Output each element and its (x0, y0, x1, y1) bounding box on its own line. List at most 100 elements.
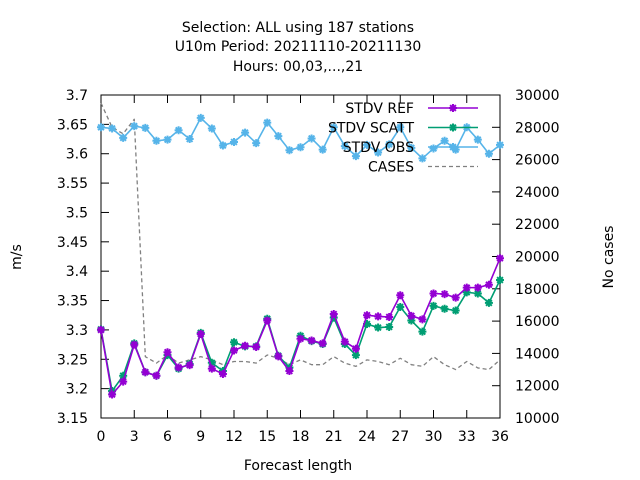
data-point-stdv-ref (174, 363, 183, 372)
data-point-stdv-obs (218, 141, 227, 150)
data-point-stdv-ref (252, 342, 261, 351)
x-tick-label: 21 (325, 429, 343, 445)
data-point-stdv-obs (185, 135, 194, 144)
y-tick-label: 3.5 (66, 205, 88, 221)
data-point-stdv-ref (462, 283, 471, 292)
data-point-stdv-obs (296, 143, 305, 152)
data-point-stdv-obs (130, 122, 139, 131)
x-axis-label: Forecast length (244, 458, 352, 474)
legend-marker-stdv-obs (449, 143, 457, 151)
data-point-stdv-obs (440, 136, 449, 145)
x-tick-label: 6 (163, 429, 172, 445)
x-tick-label: 3 (130, 429, 139, 445)
data-point-stdv-ref (141, 368, 150, 377)
y2-tick-label: 20000 (515, 250, 560, 266)
data-point-stdv-scatt (230, 338, 238, 347)
data-point-stdv-obs (274, 132, 283, 141)
data-point-stdv-ref (285, 367, 294, 376)
y-tick-label: 3.3 (66, 323, 88, 339)
x-tick-label: 27 (391, 429, 409, 445)
y2-tick-label: 18000 (515, 282, 560, 298)
data-point-stdv-obs (396, 123, 405, 132)
data-point-stdv-obs (119, 133, 128, 142)
y-tick-label: 3.25 (57, 352, 88, 368)
data-point-stdv-ref (451, 293, 460, 302)
data-point-stdv-ref (496, 254, 504, 263)
data-point-stdv-ref (130, 340, 139, 349)
y-axis-label: m/s (9, 244, 25, 270)
data-point-stdv-ref (429, 289, 438, 298)
data-point-stdv-obs (418, 154, 427, 163)
x-tick-label: 0 (97, 429, 106, 445)
data-point-stdv-ref (329, 310, 338, 319)
y-tick-label: 3.7 (66, 88, 88, 104)
data-point-stdv-ref (296, 334, 305, 343)
series-stdv-ref (97, 254, 504, 399)
data-point-stdv-obs (363, 140, 371, 149)
data-point-stdv-obs (473, 135, 482, 144)
data-point-stdv-obs (108, 124, 117, 133)
y2-axis-label: No cases (601, 226, 617, 289)
y-tick-label: 3.65 (57, 117, 88, 133)
data-point-stdv-obs (263, 118, 272, 127)
data-point-stdv-ref (241, 341, 250, 350)
data-point-stdv-scatt (462, 288, 471, 297)
data-point-stdv-obs (307, 134, 316, 143)
data-point-stdv-ref (163, 348, 172, 357)
legend: STDV REF STDV SCATT STDV OBS CASES (328, 101, 478, 176)
data-point-stdv-obs (252, 139, 261, 148)
data-point-stdv-scatt (473, 289, 482, 298)
data-point-stdv-ref (363, 311, 371, 320)
data-point-stdv-obs (97, 123, 105, 132)
series-line-stdv-obs (100, 117, 501, 160)
data-point-stdv-scatt (385, 322, 394, 331)
data-point-stdv-obs (196, 113, 205, 122)
data-point-stdv-scatt (396, 303, 405, 312)
title-line-1: Selection: ALL using 187 stations (182, 20, 414, 36)
series-line-stdv-ref (100, 257, 501, 396)
data-point-stdv-obs (163, 135, 172, 144)
data-point-stdv-obs (141, 123, 150, 132)
data-point-stdv-obs (374, 148, 383, 157)
y2-tick-label: 28000 (515, 120, 560, 136)
data-point-stdv-obs (329, 123, 338, 132)
data-point-stdv-ref (97, 325, 105, 334)
data-point-stdv-ref (196, 330, 205, 339)
y-tick-label: 3.6 (66, 147, 88, 163)
chart-title: Selection: ALL using 187 stations U10m P… (175, 20, 422, 75)
data-point-stdv-obs (351, 152, 360, 161)
data-point-stdv-scatt (440, 304, 449, 313)
data-point-stdv-ref (119, 377, 128, 386)
x-tick-label: 24 (358, 429, 376, 445)
data-point-stdv-obs (496, 140, 504, 149)
y-tick-label: 3.55 (57, 176, 88, 192)
y2-tick-label: 16000 (515, 314, 560, 330)
data-point-stdv-scatt (119, 371, 128, 380)
data-point-stdv-scatt (429, 301, 438, 310)
data-point-stdv-ref (318, 339, 327, 348)
data-point-stdv-scatt (496, 275, 504, 284)
data-point-stdv-ref (207, 364, 216, 373)
y2-tick-label: 26000 (515, 153, 560, 169)
data-point-stdv-ref (418, 315, 427, 324)
data-point-stdv-obs (207, 124, 216, 133)
data-point-stdv-ref (152, 371, 161, 380)
y-tick-label: 3.15 (57, 411, 88, 427)
data-point-stdv-obs (407, 143, 416, 152)
data-point-stdv-obs (484, 149, 493, 158)
data-point-stdv-ref (263, 316, 272, 325)
x-tick-label: 9 (196, 429, 205, 445)
data-point-stdv-obs (152, 136, 161, 145)
data-point-stdv-ref (440, 290, 449, 299)
series-layer (97, 102, 504, 399)
data-point-stdv-ref (385, 312, 394, 321)
data-point-stdv-obs (340, 142, 349, 151)
legend-marker-stdv-ref (449, 104, 457, 112)
x-tick-label: 33 (458, 429, 476, 445)
data-point-stdv-ref (473, 283, 482, 292)
y2-tick-label: 24000 (515, 185, 560, 201)
data-point-stdv-ref (407, 311, 416, 320)
data-point-stdv-ref (484, 280, 493, 289)
data-point-stdv-ref (340, 337, 349, 346)
data-point-stdv-obs (285, 146, 294, 155)
